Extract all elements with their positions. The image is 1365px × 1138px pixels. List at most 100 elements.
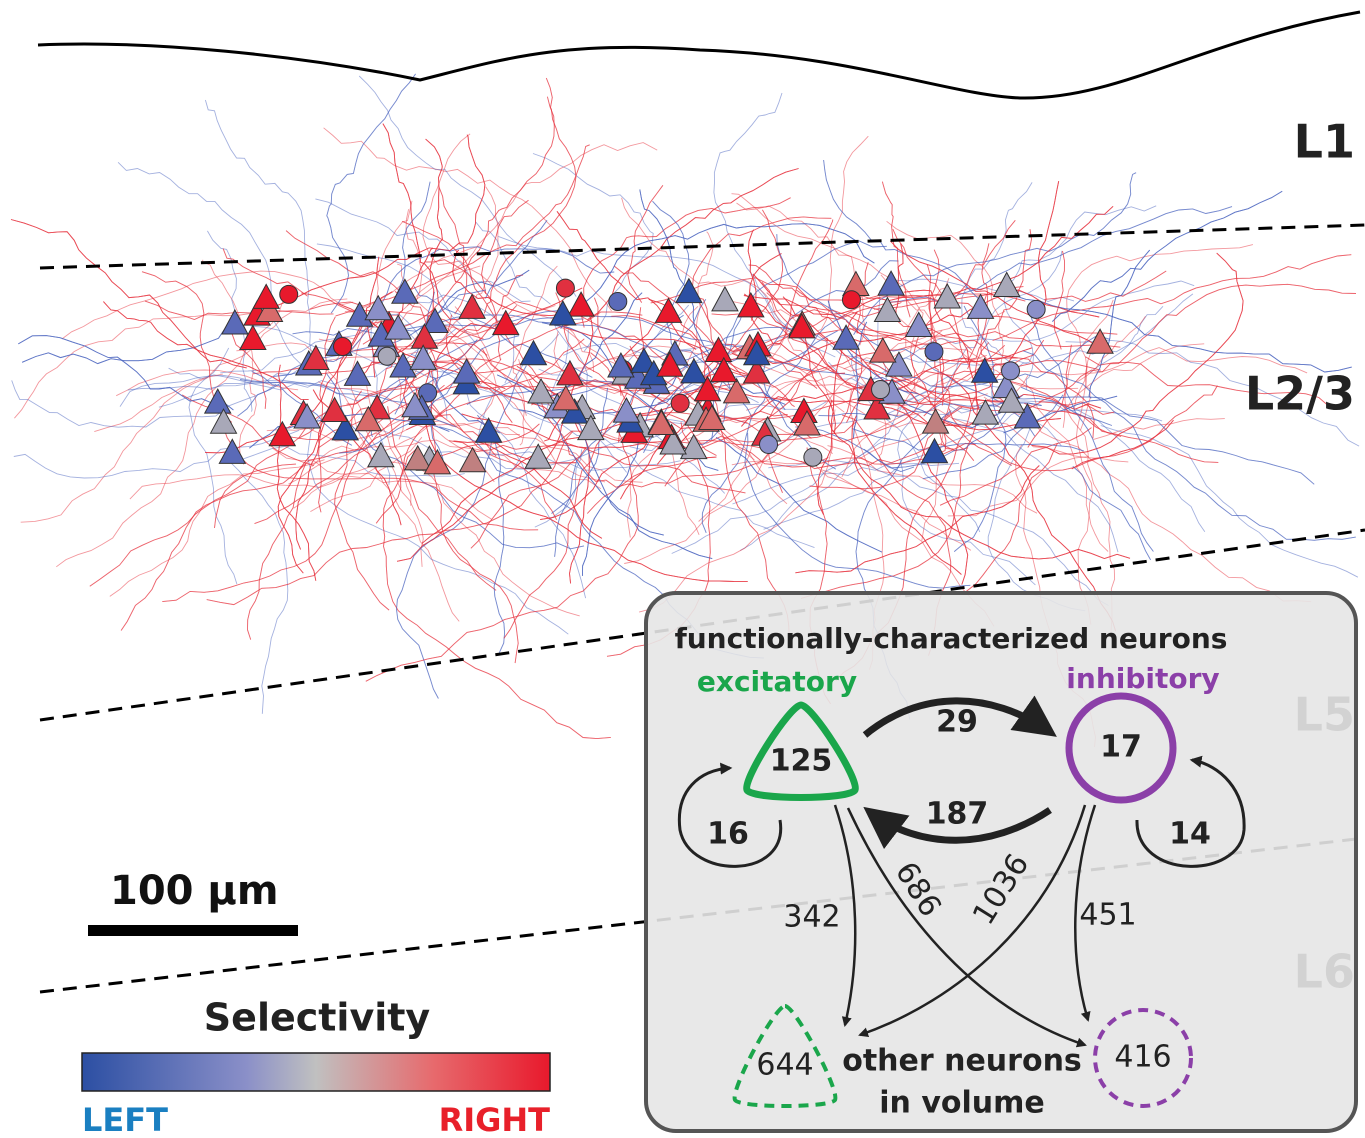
neurite — [517, 366, 590, 583]
inhibitory-cell — [1027, 300, 1045, 318]
neurite — [923, 395, 1063, 479]
excitatory-cell — [219, 439, 245, 463]
scale-bar — [88, 925, 298, 936]
neurite — [999, 293, 1351, 372]
neurite — [429, 362, 518, 664]
neurite — [898, 414, 1036, 585]
neurite — [482, 200, 529, 293]
neurite — [1075, 409, 1205, 532]
neurite — [999, 293, 1351, 372]
neurite — [90, 407, 329, 587]
inset: functionally-characterized neurons excit… — [646, 593, 1356, 1131]
neurite — [396, 182, 430, 297]
edge-count: 16 — [707, 817, 749, 852]
neurite — [286, 231, 402, 294]
layer-label: L1 — [1294, 115, 1355, 169]
figure: L1 L2/3 L5 L6 100 µm Selectivity LEFT RI… — [0, 0, 1365, 1138]
edge-count: 342 — [783, 900, 840, 935]
neurite — [429, 362, 518, 664]
other-label: in volume — [879, 1086, 1045, 1121]
neurite — [885, 207, 1232, 303]
neurite — [310, 145, 590, 309]
inhibitory-cell — [804, 448, 822, 466]
inhibitory-cell — [280, 285, 298, 303]
colorbar-right: RIGHT — [439, 1101, 551, 1138]
inhibitory-cell — [609, 293, 627, 311]
excitatory-label: excitatory — [697, 665, 857, 698]
neurite — [1054, 251, 1064, 349]
neurite — [485, 220, 547, 298]
excitatory-cell — [568, 292, 594, 316]
edge-count: 187 — [926, 797, 989, 832]
inhibitory-label: inhibitory — [1066, 662, 1219, 695]
inhibitory-cell — [334, 337, 352, 355]
inhibitory-cell — [1002, 362, 1020, 380]
node-count: 644 — [756, 1048, 813, 1083]
neurite — [482, 200, 529, 293]
excitatory-cell — [392, 279, 418, 303]
edge-count: 14 — [1169, 817, 1211, 852]
neurite — [310, 145, 590, 309]
neurite — [363, 97, 554, 345]
inset-title: functionally-characterized neurons — [675, 622, 1228, 655]
excitatory-cell — [460, 448, 486, 472]
inhibitory-cell — [556, 279, 574, 297]
neurite — [968, 229, 1032, 369]
neurite — [1054, 251, 1064, 349]
neurite — [561, 224, 875, 329]
neurite — [396, 182, 430, 297]
neurite — [11, 220, 247, 368]
neurite — [110, 460, 325, 597]
neurite — [11, 220, 247, 368]
excitatory-cell — [922, 439, 948, 463]
excitatory-cell — [253, 284, 279, 308]
inhibitory-cell — [671, 394, 689, 412]
neurite — [768, 460, 1108, 605]
excitatory-cell — [712, 287, 738, 311]
neurite — [561, 224, 875, 329]
inhibitory-cell — [760, 435, 778, 453]
excitatory-cell — [613, 398, 639, 422]
inhibitory-cell — [872, 381, 890, 399]
excitatory-cell — [344, 361, 370, 385]
neurite — [312, 440, 601, 489]
excitatory-cell — [322, 398, 348, 422]
neurite — [12, 380, 276, 427]
neurite — [11, 220, 247, 368]
neurite — [517, 366, 590, 583]
neurite — [824, 160, 988, 306]
node-count: 416 — [1114, 1040, 1171, 1075]
edge-count: 451 — [1079, 898, 1136, 933]
node-count: 17 — [1100, 730, 1142, 765]
neurite — [397, 460, 580, 616]
neurite — [870, 410, 1129, 462]
neurite — [363, 97, 554, 345]
neurite — [923, 395, 1063, 479]
neurite — [517, 366, 590, 583]
neurite — [587, 458, 698, 513]
neurite — [90, 407, 329, 587]
inhibitory-cell — [925, 343, 943, 361]
colorbar-left: LEFT — [82, 1101, 168, 1138]
node-count: 125 — [770, 744, 833, 779]
neurite — [308, 411, 569, 634]
colorbar — [82, 1053, 550, 1091]
neurite — [999, 293, 1351, 372]
neurite — [1101, 426, 1358, 578]
scale-bar-label: 100 µm — [110, 868, 279, 914]
neurite — [628, 185, 663, 302]
neurite — [286, 231, 402, 294]
other-label: other neurons — [842, 1044, 1082, 1079]
neurite — [885, 207, 1232, 303]
neurite — [628, 185, 663, 302]
neurite — [968, 229, 1032, 369]
neurite — [561, 224, 875, 329]
neurite — [952, 418, 1118, 552]
excitatory-cell — [520, 341, 546, 365]
excitatory-cell — [557, 361, 583, 385]
inhibitory-cell — [842, 291, 860, 309]
inhibitory-cell — [378, 347, 396, 365]
edge-count: 29 — [936, 705, 978, 740]
neurite — [587, 458, 698, 513]
pia-boundary — [38, 12, 1360, 98]
